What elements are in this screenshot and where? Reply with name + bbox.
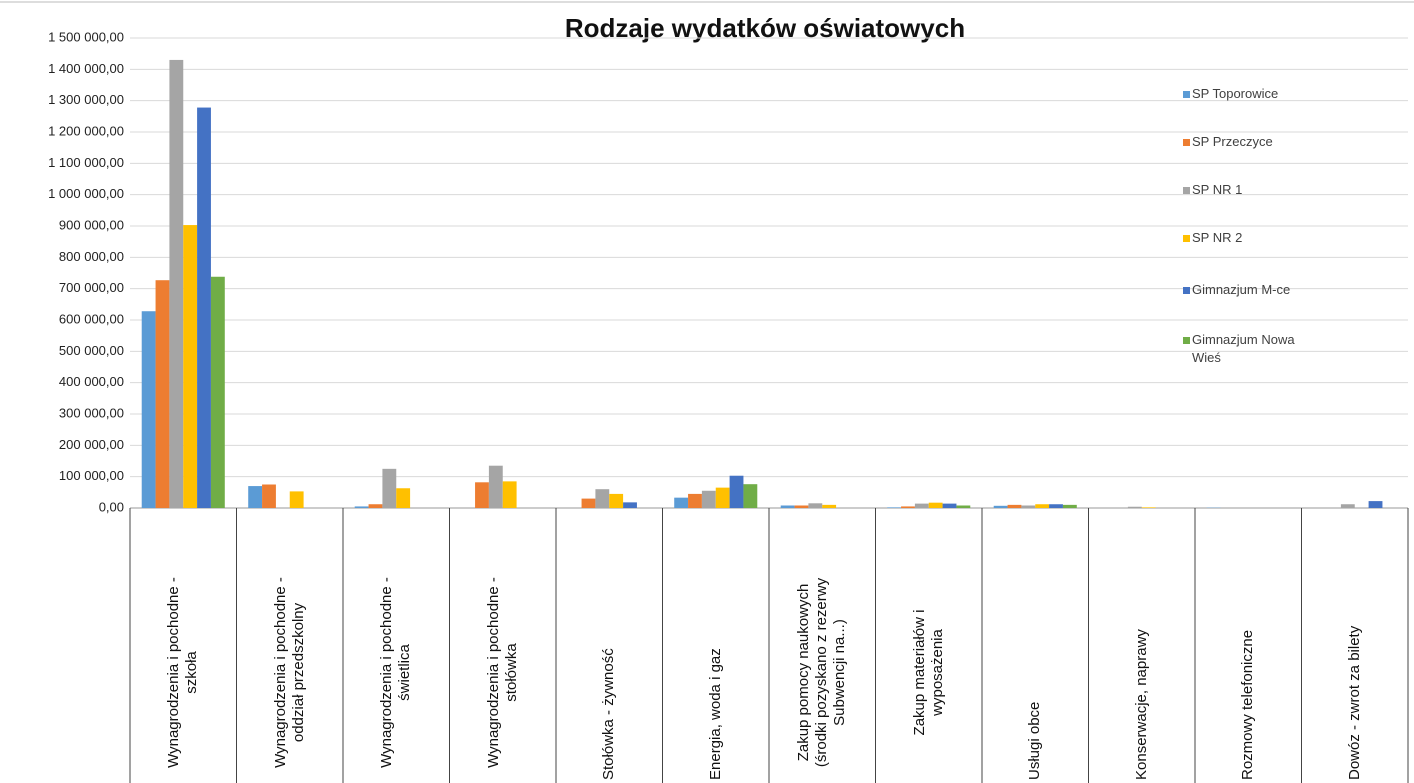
bar xyxy=(488,465,503,508)
y-tick-label: 100 000,00 xyxy=(59,468,124,483)
legend-swatch xyxy=(1183,187,1190,194)
x-tick-label: Wynagrodzenia i pochodne - stołówka xyxy=(484,577,520,768)
x-tick-label: Wynagrodzenia i pochodne - szkoła xyxy=(165,577,201,768)
y-tick-label: 1 200 000,00 xyxy=(48,123,124,138)
bar xyxy=(808,503,823,508)
y-tick-label: 700 000,00 xyxy=(59,280,124,295)
bar xyxy=(581,498,596,508)
bar xyxy=(595,489,610,508)
bar xyxy=(609,493,624,508)
bar xyxy=(1141,507,1156,508)
legend-swatch xyxy=(1183,235,1190,242)
y-tick-label: 1 400 000,00 xyxy=(48,61,124,76)
bar xyxy=(1007,504,1022,508)
legend-swatch xyxy=(1183,287,1190,294)
bar xyxy=(623,502,637,508)
bar xyxy=(822,504,837,508)
legend-swatch xyxy=(1183,91,1190,98)
legend-label: SP Przeczyce xyxy=(1192,134,1273,149)
y-tick-label: 1 300 000,00 xyxy=(48,92,124,107)
bar xyxy=(993,505,1008,508)
x-tick-label: Stołówka - żywność xyxy=(600,648,618,780)
bar xyxy=(1062,504,1077,508)
y-tick-label: 0,00 xyxy=(99,499,124,514)
bar xyxy=(368,504,383,508)
x-tick-label: Zakup materiałów i wyposażenia xyxy=(910,609,946,736)
bar xyxy=(141,311,156,508)
x-tick-label: Dowóz - zwrot za bilety xyxy=(1345,625,1363,780)
bar xyxy=(956,505,971,508)
legend-label: SP NR 2 xyxy=(1192,230,1243,245)
bar xyxy=(1049,504,1063,508)
x-tick-label: Rozmowy telefoniczne xyxy=(1239,629,1257,780)
legend-swatch xyxy=(1183,337,1190,344)
y-tick-label: 600 000,00 xyxy=(59,311,124,326)
bar xyxy=(942,503,957,508)
bar xyxy=(887,507,902,508)
bar xyxy=(1368,501,1383,508)
bar xyxy=(688,493,702,508)
bar xyxy=(155,280,170,508)
bar xyxy=(183,225,198,508)
x-tick-label: Usługi obce xyxy=(1026,701,1044,780)
y-tick-label: 400 000,00 xyxy=(59,374,124,389)
bar xyxy=(262,484,276,508)
y-tick-label: 200 000,00 xyxy=(59,437,124,452)
bar xyxy=(715,487,730,508)
y-tick-label: 300 000,00 xyxy=(59,405,124,420)
bar xyxy=(210,276,225,508)
y-tick-label: 1 100 000,00 xyxy=(48,155,124,170)
bar xyxy=(1127,506,1142,508)
y-tick-label: 900 000,00 xyxy=(59,217,124,232)
legend-label: Gimnazjum Nowa Wieś xyxy=(1192,332,1295,365)
bar xyxy=(729,475,744,508)
bar xyxy=(248,486,263,508)
x-tick-label: Wynagrodzenia i pochodne - świetlica xyxy=(378,577,414,768)
legend-label: SP Toporowice xyxy=(1192,86,1279,101)
legend-label: SP NR 1 xyxy=(1192,182,1243,197)
x-tick-label: Zakup pomocy naukowych (środki pozyskano… xyxy=(795,577,849,768)
bar xyxy=(1021,505,1036,508)
bar xyxy=(354,506,369,508)
y-tick-label: 500 000,00 xyxy=(59,343,124,358)
x-tick-label: Wynagrodzenia i pochodne - oddział przed… xyxy=(271,577,307,768)
bar xyxy=(743,484,758,508)
bar xyxy=(701,490,716,508)
bar xyxy=(382,468,397,508)
bar xyxy=(289,491,304,508)
x-tick-label: Konserwacje, naprawy xyxy=(1132,629,1150,780)
bar xyxy=(780,505,795,508)
bar xyxy=(502,481,517,508)
bar xyxy=(169,59,184,508)
bar xyxy=(794,505,809,508)
bar xyxy=(197,107,211,508)
bar xyxy=(1035,504,1050,508)
bar xyxy=(475,482,489,508)
bar xyxy=(914,503,929,508)
legend-label: Gimnazjum M-ce xyxy=(1192,282,1291,297)
bar xyxy=(901,506,915,508)
y-tick-label: 1 000 000,00 xyxy=(48,186,124,201)
bar xyxy=(396,488,411,508)
x-tick-label: Energia, woda i gaz xyxy=(706,648,724,780)
bar xyxy=(674,497,689,508)
legend-swatch xyxy=(1183,139,1190,146)
y-tick-label: 1 500 000,00 xyxy=(48,29,124,44)
bar xyxy=(1340,504,1355,508)
bar xyxy=(928,502,943,508)
y-tick-label: 800 000,00 xyxy=(59,249,124,264)
